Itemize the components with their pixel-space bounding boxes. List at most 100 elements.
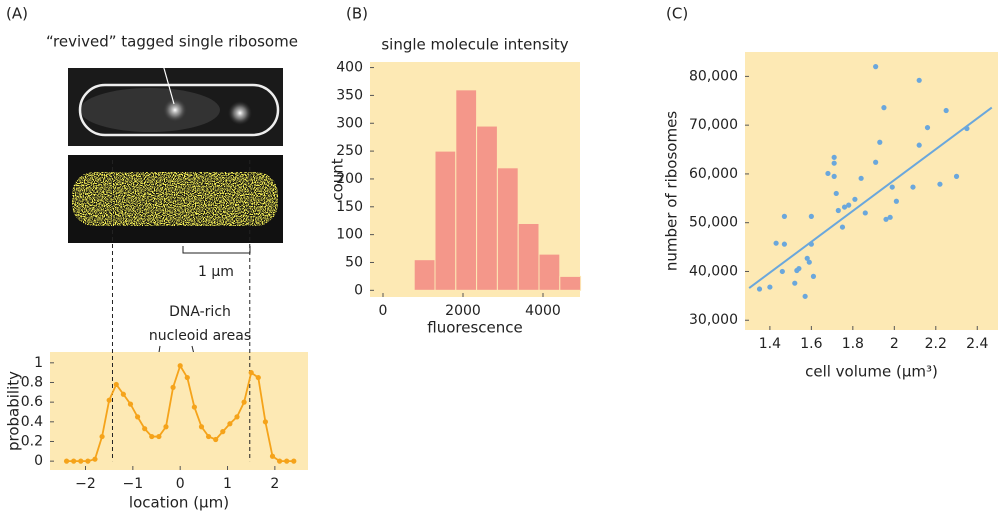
leader-line	[159, 53, 175, 105]
y-tick-label: 400	[336, 60, 363, 76]
histogram-bar	[496, 167, 519, 291]
data-point	[937, 181, 943, 187]
y-tick-label: 1	[34, 355, 43, 371]
annotation: DNA-rich	[169, 304, 231, 320]
data-point	[220, 429, 226, 435]
x-tick-label: 2	[890, 336, 899, 352]
data-point	[810, 273, 817, 279]
data-point	[839, 224, 846, 230]
data-point	[63, 458, 70, 464]
y-tick-label: 0.2	[21, 433, 43, 449]
data-point	[916, 142, 922, 148]
data-point	[99, 433, 105, 440]
data-point	[835, 207, 841, 214]
y-tick-label: 350	[336, 87, 363, 103]
data-point	[873, 159, 879, 165]
y-axis-label: probability	[5, 371, 23, 451]
scale-bar	[182, 246, 251, 254]
data-point	[92, 456, 98, 462]
histogram-bar	[434, 150, 457, 291]
x-tick-label: 1	[223, 476, 232, 492]
y-tick-label: 0.6	[21, 394, 43, 410]
panel-label: (A)	[6, 5, 28, 23]
x-tick-label: 2.4	[966, 336, 988, 352]
y-tick-label: 0.4	[21, 414, 43, 430]
data-point	[825, 170, 831, 177]
histogram-bar	[517, 222, 540, 291]
y-tick-label: 100	[336, 227, 363, 243]
x-tick-label: 4000	[525, 303, 561, 319]
x-tick-label: 0	[176, 476, 185, 492]
y-tick-label: 60,000	[689, 166, 738, 182]
data-point	[862, 210, 868, 216]
data-point	[796, 265, 802, 272]
x-tick-label: 2	[270, 476, 279, 492]
histogram-bar	[476, 125, 498, 291]
x-tick-label: −1	[123, 476, 144, 492]
data-point	[781, 213, 788, 219]
data-point	[877, 139, 883, 145]
data-point	[184, 374, 190, 381]
data-point	[241, 399, 247, 405]
y-tick-label: 80,000	[689, 68, 738, 84]
annotation: “revived” tagged single ribosome	[46, 33, 298, 51]
histogram-bar	[455, 89, 478, 291]
data-point	[773, 240, 779, 246]
data-point	[78, 458, 84, 464]
data-point	[156, 433, 162, 440]
data-point	[127, 401, 134, 407]
trend-line	[748, 106, 993, 289]
x-tick-label: 1.6	[800, 336, 822, 352]
data-point	[889, 184, 895, 190]
data-point	[831, 160, 837, 166]
data-point	[893, 198, 899, 204]
data-point	[873, 64, 879, 70]
data-point	[756, 286, 763, 292]
data-point	[234, 414, 240, 420]
data-point	[163, 424, 169, 430]
panel-label: (C)	[666, 5, 688, 23]
data-point	[142, 426, 148, 432]
data-point	[205, 433, 212, 440]
data-point	[916, 77, 922, 83]
data-point	[767, 284, 773, 290]
cell-haze	[80, 88, 220, 132]
data-point	[943, 107, 949, 114]
data-point	[106, 397, 112, 403]
data-point	[831, 173, 837, 179]
localization-cloud	[72, 172, 278, 226]
y-tick-label: 0.8	[21, 374, 43, 390]
data-point	[291, 458, 297, 464]
data-point	[177, 363, 183, 369]
ribosome-spot	[163, 98, 187, 122]
data-point	[881, 105, 887, 111]
data-point	[170, 384, 176, 390]
data-point	[806, 259, 812, 265]
ribosome-spot	[228, 101, 252, 125]
data-point	[213, 436, 219, 443]
data-point	[262, 419, 268, 425]
data-point	[269, 453, 276, 459]
annotation: nucleoid areas	[149, 328, 251, 344]
data-point	[85, 458, 91, 464]
y-tick-label: 250	[336, 143, 363, 159]
y-tick-label: 0	[354, 282, 363, 298]
data-point	[953, 173, 960, 179]
histogram-bar	[538, 253, 561, 291]
y-tick-label: 40,000	[689, 263, 738, 279]
data-point	[134, 414, 141, 420]
y-tick-label: 200	[336, 171, 363, 187]
data-point	[276, 458, 283, 464]
data-point	[852, 196, 858, 202]
data-point	[833, 190, 839, 197]
data-point	[792, 280, 798, 286]
data-point	[964, 125, 970, 132]
data-point	[113, 381, 119, 388]
histogram-bar	[559, 275, 582, 291]
data-point	[831, 154, 837, 160]
x-tick-label: −2	[75, 476, 96, 492]
x-axis-label: fluorescence	[427, 319, 522, 337]
y-tick-label: 50,000	[689, 215, 738, 231]
cell-outline	[78, 83, 280, 137]
